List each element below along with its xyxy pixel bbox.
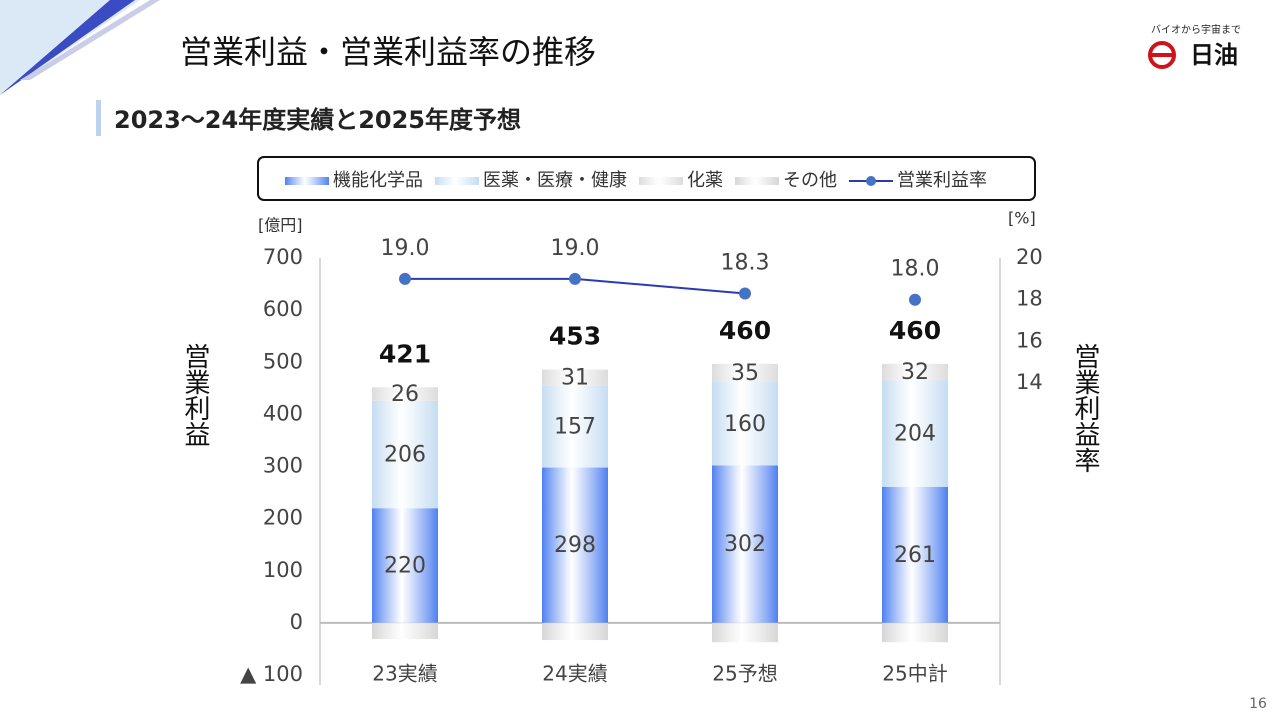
y2-axis-label: 営業利益率	[1070, 343, 1100, 473]
corner-decor	[0, 0, 140, 95]
legend-label: 営業利益率	[897, 170, 987, 191]
x-tick-label: 25予想	[712, 662, 777, 686]
y2-tick-label: 14	[1016, 370, 1043, 394]
total-label: 460	[889, 316, 941, 345]
data-label: 35	[731, 361, 759, 386]
legend-label: その他	[783, 170, 837, 191]
total-label: 421	[379, 339, 431, 368]
subtitle-bar	[96, 100, 101, 136]
data-label: 18.0	[891, 257, 940, 282]
y-tick-label: 200	[263, 506, 303, 530]
total-label: 460	[719, 316, 771, 345]
y-tick-label: 400	[263, 401, 303, 425]
data-label: 157	[554, 415, 596, 440]
legend-swatch	[866, 176, 876, 186]
data-label: 31	[561, 366, 589, 391]
bar-segment	[712, 363, 778, 383]
y2-unit: [%]	[1008, 209, 1036, 228]
y-axis-label: 営業利益	[180, 343, 210, 447]
y-tick-label: 700	[263, 245, 303, 269]
legend-label: 機能化学品	[333, 170, 423, 191]
y-tick-label: 100	[263, 558, 303, 582]
data-label: 302	[724, 532, 766, 557]
marker	[739, 287, 751, 300]
page-number: 16	[1249, 696, 1267, 712]
y-tick-label: 0	[290, 610, 303, 634]
data-label: 18.3	[721, 250, 770, 275]
data-label: 206	[384, 443, 426, 468]
bar-segment	[882, 380, 948, 487]
bar-segment	[712, 382, 778, 466]
bar-segment	[542, 385, 608, 468]
bar-segment	[372, 622, 438, 640]
bar-segment	[882, 363, 948, 381]
data-label: 220	[384, 554, 426, 579]
data-label: 298	[554, 533, 596, 558]
bar-segment	[372, 400, 438, 509]
bar-segment	[712, 622, 778, 643]
legend-label: 医薬・医療・健康	[483, 170, 627, 191]
data-label: 19.0	[381, 236, 430, 261]
subtitle: 2023～24年度実績と2025年度予想	[114, 106, 521, 134]
logo-mark	[1148, 41, 1176, 69]
data-label: 261	[894, 543, 936, 568]
y2-tick-label: 20	[1016, 245, 1043, 269]
logo-name: 日油	[1190, 41, 1238, 69]
legend-swatch	[735, 177, 779, 185]
x-tick-label: 25中計	[882, 662, 947, 686]
y-tick-label: 500	[263, 349, 303, 373]
total-label: 453	[549, 322, 601, 351]
marker	[569, 272, 581, 285]
x-tick-label: 23実績	[372, 662, 437, 686]
bar-segment	[542, 622, 608, 641]
legend-swatch	[435, 177, 479, 185]
y-unit: [億円]	[258, 216, 303, 235]
corner-decor	[20, 0, 160, 80]
marker	[399, 272, 411, 285]
y-tick-label: ▲ 100	[240, 662, 303, 686]
bar-segment	[542, 467, 608, 623]
slide-title: 営業利益・営業利益率の推移	[180, 33, 596, 71]
data-label: 19.0	[551, 236, 600, 261]
data-label: 32	[901, 360, 929, 385]
data-label: 160	[724, 412, 766, 437]
y-tick-label: 300	[263, 454, 303, 478]
bar-segment	[882, 622, 948, 643]
bar-segment	[372, 387, 438, 401]
legend-swatch	[285, 177, 329, 185]
data-label: 26	[391, 382, 419, 407]
legend-swatch	[639, 177, 683, 185]
data-label: 204	[894, 422, 936, 447]
x-tick-label: 24実績	[542, 662, 607, 686]
legend-label: 化薬	[687, 170, 723, 191]
marker	[909, 293, 921, 306]
y2-tick-label: 18	[1016, 287, 1043, 311]
bar-segment	[712, 465, 778, 623]
y-tick-label: 600	[263, 297, 303, 321]
bar-segment	[542, 369, 608, 386]
bar-segment	[372, 508, 438, 623]
bar-segment	[882, 486, 948, 623]
corner-decor	[0, 0, 135, 95]
y2-tick-label: 16	[1016, 328, 1043, 352]
logo-tagline: バイオから宇宙まで	[1151, 23, 1241, 36]
